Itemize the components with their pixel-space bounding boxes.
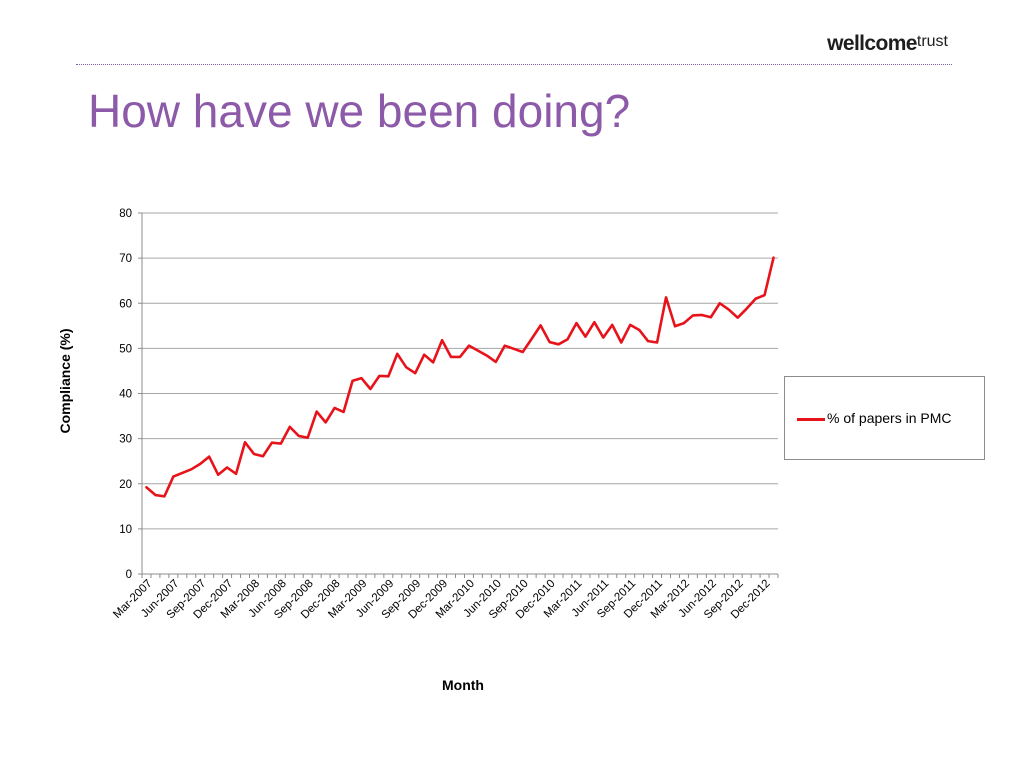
legend-series-swatch [797, 418, 825, 421]
data-point [360, 377, 363, 379]
y-tick-label: 50 [119, 343, 132, 355]
data-point [736, 316, 739, 319]
data-point [665, 296, 667, 299]
data-point [369, 388, 372, 390]
data-point [593, 321, 596, 324]
header-divider [76, 64, 952, 65]
data-point [495, 361, 497, 363]
data-point [342, 411, 345, 413]
data-point [306, 436, 309, 439]
page-title: How have we been doing? [88, 85, 631, 137]
data-point [217, 473, 219, 476]
data-point [405, 366, 408, 369]
data-point [486, 354, 488, 357]
data-point [727, 308, 730, 311]
data-point [566, 338, 569, 341]
data-point [145, 486, 148, 489]
data-point [557, 343, 560, 346]
data-point [620, 341, 623, 344]
data-point [289, 426, 291, 428]
series-line-papers-in-pmc [145, 256, 775, 498]
data-point [172, 475, 175, 478]
data-point [503, 344, 506, 347]
data-point [315, 410, 318, 413]
x-axis-title: Month [442, 677, 484, 693]
data-point [280, 442, 282, 445]
y-tick-label: 20 [119, 479, 132, 491]
data-point [584, 335, 587, 338]
data-point [718, 302, 721, 305]
y-tick-label: 40 [119, 389, 132, 401]
data-point [602, 336, 605, 339]
legend-series-label: % of papers in PMC [827, 410, 952, 426]
data-point [244, 441, 246, 444]
data-point [199, 463, 202, 465]
data-point [710, 316, 712, 319]
y-tick-label: 10 [119, 524, 132, 536]
data-point [477, 349, 479, 352]
data-point [324, 421, 327, 424]
data-point [692, 314, 694, 317]
data-point [459, 356, 461, 358]
y-tick-label: 70 [119, 253, 132, 265]
data-point [181, 472, 184, 474]
data-point [611, 324, 614, 326]
data-point [683, 322, 685, 324]
y-tick-label: 30 [119, 434, 132, 446]
data-point [629, 324, 631, 326]
data-point [396, 352, 399, 355]
data-point [414, 372, 417, 374]
y-tick-label: 0 [126, 569, 132, 581]
data-point [423, 353, 425, 356]
data-point [387, 375, 390, 378]
data-point [441, 339, 443, 342]
data-point [754, 297, 757, 300]
data-point [468, 344, 470, 347]
data-point [521, 351, 524, 353]
data-point [575, 322, 578, 324]
data-point [530, 338, 533, 340]
wellcome-trust-logo: wellcome trust [827, 32, 948, 58]
data-point [432, 361, 434, 364]
data-point [208, 455, 210, 458]
y-tick-label: 60 [119, 298, 132, 310]
data-point [253, 453, 255, 455]
data-point [772, 256, 775, 259]
data-point [548, 341, 551, 343]
data-point [647, 340, 649, 342]
data-point [333, 407, 336, 409]
data-point [701, 314, 703, 316]
data-point [539, 324, 542, 327]
y-tick-label: 80 [119, 208, 132, 220]
data-point [163, 495, 166, 498]
data-point [271, 441, 273, 444]
data-point [351, 380, 354, 382]
logo-wordmark-bold: wellcome [827, 32, 917, 55]
data-point [674, 325, 676, 328]
data-point [450, 356, 452, 358]
data-point [656, 341, 658, 344]
chart-legend: % of papers in PMC [784, 376, 985, 460]
data-point [512, 348, 515, 350]
data-point [745, 307, 748, 310]
data-point [763, 294, 766, 296]
data-point [154, 494, 157, 496]
data-point [638, 329, 640, 331]
data-point [297, 435, 300, 437]
logo-wordmark-light: trust [916, 33, 948, 50]
y-axis-title: Compliance (%) [57, 328, 73, 433]
data-point [190, 468, 193, 471]
data-point [226, 466, 228, 469]
data-point [262, 455, 264, 458]
data-point [235, 473, 237, 475]
data-point [378, 375, 381, 377]
